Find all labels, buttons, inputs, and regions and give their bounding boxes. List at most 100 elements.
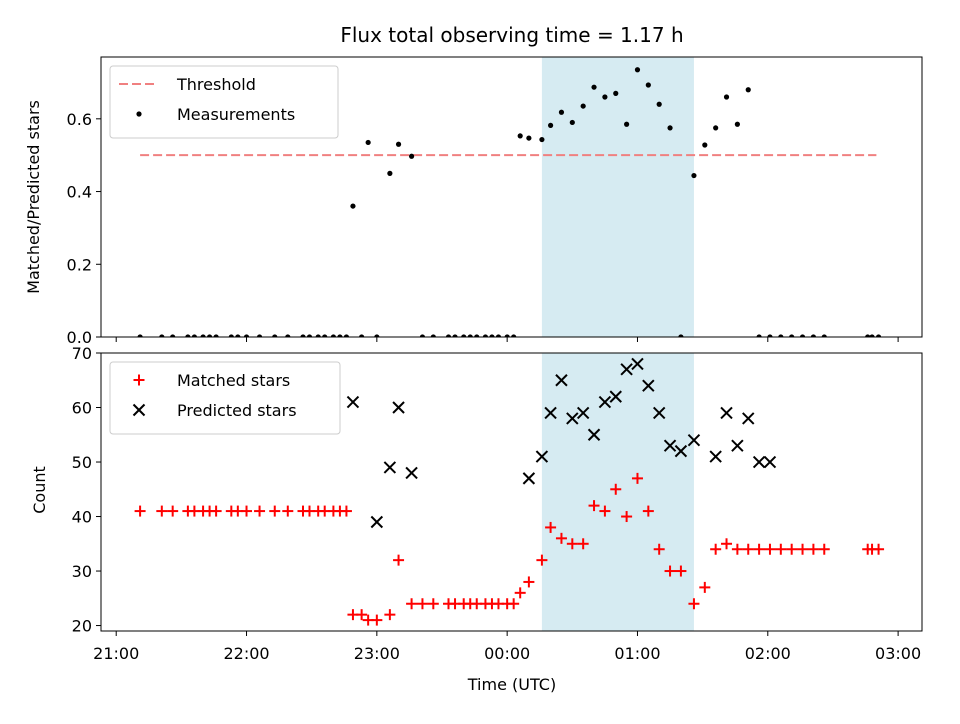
measurements-point-32 [461,334,467,337]
matched-stars-point-55 [675,565,687,577]
measurements-point-17 [322,334,328,337]
measurements-point-38 [504,334,510,337]
matched-stars-point-63 [764,543,776,555]
measurements-point-35 [482,334,489,337]
measurements-point-2 [170,334,176,337]
predicted-stars-point-16-b [642,379,655,392]
matched-stars-point-28 [416,598,428,610]
predicted-stars-point-9 [566,412,579,425]
y-tick-label-ratio-3: 0.6 [67,110,92,129]
measurements-point-64 [778,334,784,337]
measurements-point-40 [517,133,523,139]
matched-stars-point-1 [156,505,168,517]
y-tick-label-count-3: 50 [72,453,92,472]
matched-stars-point-53 [653,543,665,555]
measurements-point-1 [159,334,165,337]
measurements-point-69 [865,334,871,337]
matched-stars-point-29 [427,598,439,610]
measurements-point-3 [185,334,191,337]
predicted-stars-point-13 [609,390,622,403]
predicted-stars-point-23 [731,439,744,452]
predicted-stars-point-8-b [555,374,568,387]
y-tick-label-count-0: 20 [72,617,92,636]
x-tick-label-3: 00:00 [484,644,530,663]
predicted-stars-point-1-b [370,515,384,529]
marks-count [134,357,885,626]
predicted-stars-point-10 [576,406,590,420]
predicted-stars-point-3 [392,401,405,414]
legend-count: Matched stars Predicted stars [109,361,341,435]
measurements-point-19 [337,334,343,337]
measurements-point-6 [206,334,213,337]
predicted-stars-point-6-b [535,450,549,463]
predicted-stars-point-14-b [620,363,633,376]
predicted-stars-point-12-b [598,395,612,409]
chart-title: Flux total observing time = 1.17 h [340,23,683,47]
predicted-stars-point-7-b [544,406,557,420]
measurements-point-66 [799,334,806,337]
measurements-point-45 [569,119,575,126]
predicted-stars-point-17 [652,406,666,420]
measurements-point-67 [810,334,817,337]
y-tick-label-count-1: 30 [72,562,92,581]
matched-stars-point-7 [210,505,222,517]
x-axis-label: Time (UTC) [467,675,556,694]
legend-ratio: Threshold Measurements [109,65,339,139]
y-tick-label-count-4: 60 [72,399,92,418]
measurements-point-42 [539,136,545,143]
measurements-point-50 [624,121,630,127]
predicted-stars-point-13-b [609,390,622,403]
matched-stars-point-48 [599,505,611,517]
matched-stars-point-44 [555,532,567,544]
predicted-stars-point-7 [544,406,557,420]
measurements-point-4 [191,334,197,337]
matched-stars-point-42 [536,554,548,566]
measurements-point-49 [613,90,619,96]
measurements-point-28 [419,334,426,337]
matched-stars-point-20 [340,505,352,517]
measurements-point-61 [745,87,751,93]
measurements-point-51 [634,67,641,73]
measurements-point-5 [200,334,206,337]
y-axis-label-ratio: Matched/Predicted stars [24,100,43,294]
matched-stars-point-46 [577,538,589,550]
matched-stars-point-10 [241,505,253,517]
predicted-stars-point-16 [642,379,655,392]
measurements-point-65 [789,334,795,337]
matched-stars-point-22 [356,609,368,621]
matched-stars-point-54 [664,565,676,577]
measurements-point-56 [691,172,697,179]
predicted-stars-point-18-b [663,439,677,452]
predicted-stars-point-12 [598,395,612,409]
marks-ratio [137,67,882,337]
predicted-stars-point-15 [631,357,644,371]
measurements-point-9 [235,334,241,337]
matched-stars-point-68 [818,543,830,555]
measurements-point-31 [452,334,458,337]
legend-box-count [109,361,341,435]
highlight-span-ratio [541,57,694,337]
y-tick-label-ratio-1: 0.2 [67,255,92,274]
predicted-stars-point-4-b [405,466,418,480]
measurements-point-37 [495,334,502,337]
x-tick-label-5: 02:00 [745,644,791,663]
measurements-point-36 [489,334,495,337]
predicted-stars-point-6 [535,450,549,463]
measurements-point-8 [228,334,234,337]
matched-stars-point-12 [269,505,281,517]
matched-stars-point-64 [775,543,787,555]
measurements-point-62 [756,334,762,337]
measurements-point-27 [408,153,415,159]
measurements-point-53 [656,101,662,107]
measurements-point-71 [875,334,882,337]
measurements-point-16 [315,334,321,337]
measurements-point-18 [330,334,336,337]
x-tick-label-2: 23:00 [354,644,400,663]
matched-stars-point-71 [873,543,885,555]
predicted-stars-point-0 [346,395,360,409]
measurements-point-13 [285,334,291,337]
legend-swatch-predicted-stars [132,403,146,417]
matched-stars-point-40 [514,587,526,599]
measurements-point-63 [767,334,773,337]
predicted-stars-point-0-b [346,395,360,409]
